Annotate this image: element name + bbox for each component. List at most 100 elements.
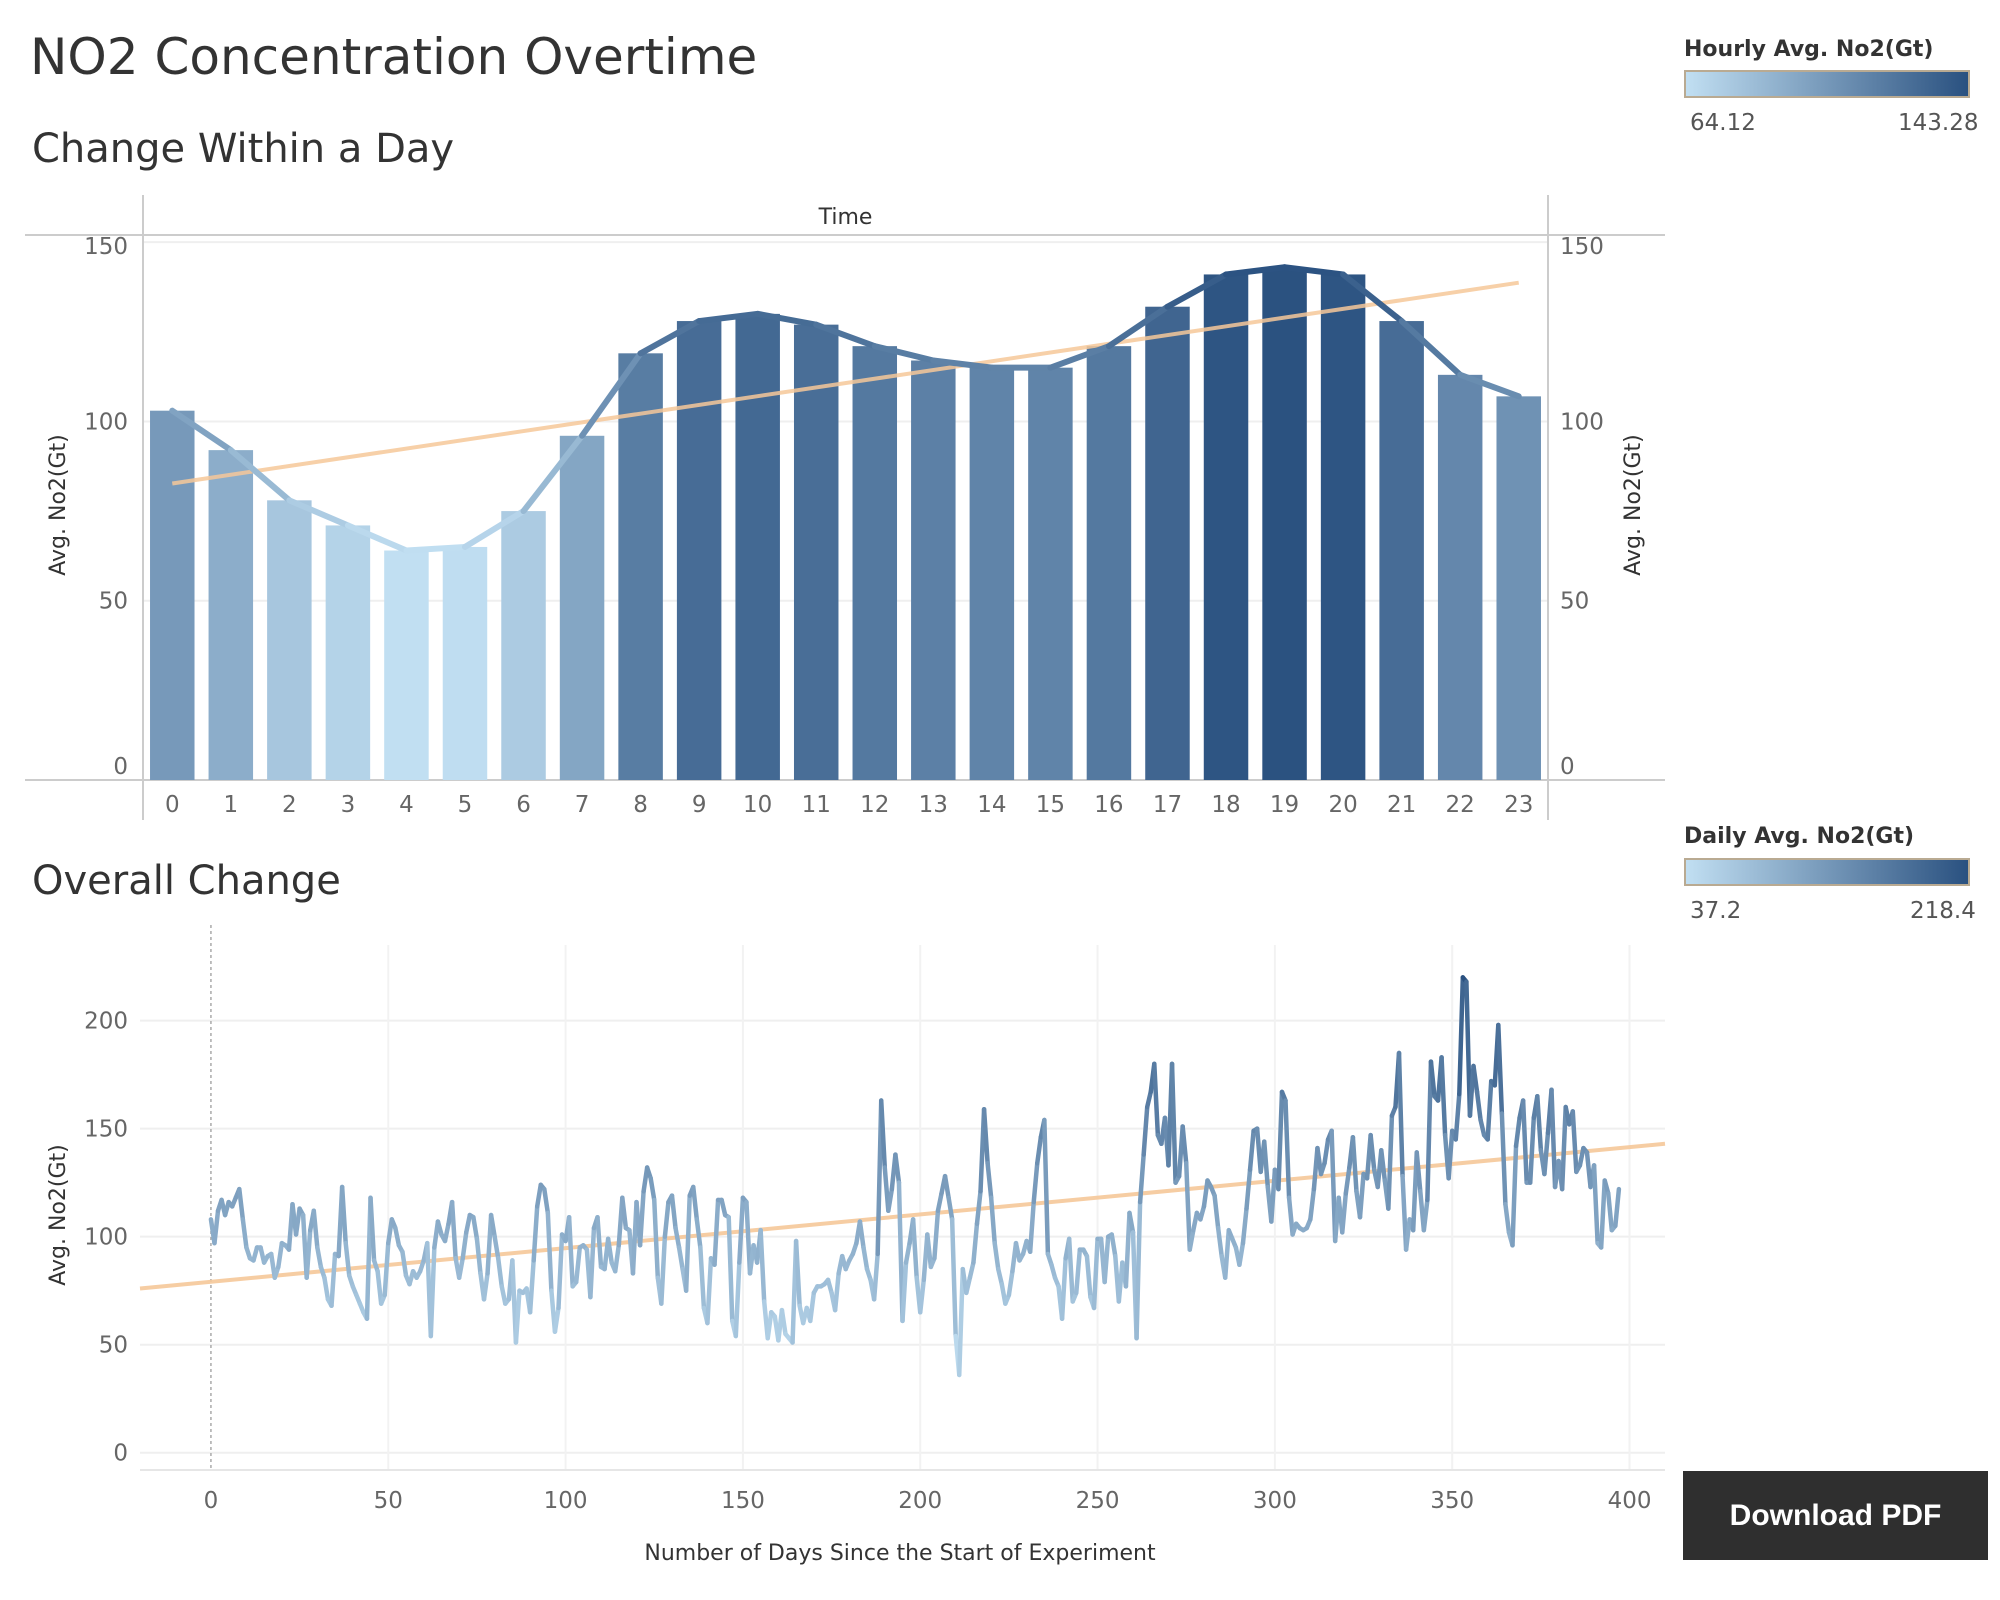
overlay-line-segment [1340, 271, 1405, 325]
series-line-segment [1035, 1135, 1044, 1166]
series-line-segment [712, 1197, 721, 1268]
series-line-segment [1428, 1059, 1437, 1099]
series-line-segment [545, 1210, 554, 1293]
series-line-segment [956, 1266, 966, 1378]
x-tick-label: 50 [374, 1488, 403, 1514]
overlay-line-segment [461, 508, 527, 550]
series-line-segment [428, 1245, 437, 1339]
series-line-segment [329, 1251, 338, 1309]
bar-hour-21 [1379, 321, 1424, 780]
x-tick-label: 16 [1094, 792, 1123, 818]
series-line-segment [460, 1230, 469, 1261]
series-line-segment [1577, 1145, 1586, 1168]
x-tick-label: 15 [1036, 792, 1065, 818]
series-line-segment [1350, 1135, 1359, 1194]
hourly-color-legend [1684, 70, 1970, 98]
series-line-segment [566, 1214, 575, 1289]
x-tick-label: 22 [1446, 792, 1475, 818]
x-tick-label: 300 [1253, 1488, 1297, 1514]
daily-legend-min: 37.2 [1690, 898, 1742, 924]
series-line-segment [620, 1195, 629, 1231]
series-line-segment [1247, 1128, 1256, 1172]
series-line-segment [1123, 1210, 1132, 1289]
series-line-segment [942, 1173, 951, 1201]
series-line-segment [534, 1182, 544, 1209]
series-line-segment [552, 1305, 561, 1334]
series-line-segment [1144, 1089, 1154, 1110]
series-line-segment [492, 1234, 501, 1261]
series-line-segment [488, 1212, 497, 1239]
series-line-segment [1499, 1111, 1508, 1207]
download-pdf-button[interactable]: Download PDF [1683, 1471, 1988, 1560]
series-line-segment [1042, 1117, 1051, 1257]
series-line-segment [1396, 1050, 1405, 1179]
series-line-segment [1357, 1171, 1366, 1220]
series-line-segment [949, 1217, 958, 1339]
series-line-segment [857, 1219, 866, 1250]
series-line-segment [964, 1275, 973, 1296]
bar-hour-1 [208, 450, 254, 780]
y-tick-label: 150 [84, 1117, 128, 1143]
series-line-segment [531, 1204, 540, 1263]
overlay-line-segment [286, 497, 351, 529]
x-tick-label: 21 [1387, 792, 1416, 818]
bar-hour-10 [735, 313, 780, 780]
series-line-segment [1134, 1199, 1143, 1341]
series-line-segment [393, 1225, 402, 1248]
series-line-segment [981, 1106, 990, 1166]
series-line-segment [588, 1225, 597, 1300]
series-line-segment [1027, 1199, 1036, 1255]
series-line-segment [495, 1256, 504, 1289]
series-line-segment [779, 1307, 788, 1337]
bar-hour-23 [1496, 396, 1541, 780]
x-tick-label: 18 [1211, 792, 1240, 818]
x-tick-label: 23 [1504, 792, 1533, 818]
series-line-segment [737, 1195, 746, 1265]
series-line-segment [1549, 1087, 1558, 1190]
bar-hour-12 [852, 346, 898, 780]
series-line-segment [1006, 1268, 1015, 1298]
series-line-segment [1446, 1128, 1455, 1181]
overlay-line-segment [813, 321, 878, 350]
x-tick-label: 19 [1270, 792, 1299, 818]
daily-color-legend [1684, 858, 1970, 886]
series-line-segment [276, 1240, 285, 1270]
series-line-segment [1485, 1078, 1494, 1142]
series-line-segment [1244, 1167, 1253, 1211]
bar-hour-17 [1145, 306, 1190, 780]
series-line-segment [1276, 1089, 1285, 1192]
hourly-chart-title: Change Within a Day [32, 126, 455, 172]
series-line-segment [886, 1186, 895, 1213]
overlay-line-segment [579, 350, 644, 439]
series-line-segment [683, 1193, 692, 1293]
trend-line [139, 1141, 1666, 1291]
bar-hour-6 [501, 511, 546, 780]
overlay-line-segment [637, 318, 703, 357]
series-line-segment [304, 1227, 313, 1280]
y-tick-left: 0 [113, 754, 128, 780]
bar-hour-22 [1437, 374, 1483, 780]
series-line-segment [992, 1240, 1001, 1272]
x-tick-label: 17 [1153, 792, 1182, 818]
series-line-segment [910, 1217, 919, 1280]
x-tick-label: 200 [898, 1488, 942, 1514]
x-axis-title: Number of Days Since the Start of Experi… [644, 1541, 1156, 1566]
series-line-segment [1606, 1191, 1615, 1233]
series-line-segment [1183, 1160, 1193, 1252]
series-line-segment [464, 1212, 473, 1235]
series-line-segment [442, 1221, 451, 1244]
series-line-segment [1570, 1109, 1579, 1175]
y-tick-left: 100 [84, 409, 128, 435]
overlay-line-segment [1281, 264, 1347, 278]
series-line-segment [1109, 1232, 1118, 1259]
series-line-segment [311, 1208, 320, 1250]
x-tick-label: 7 [575, 792, 590, 818]
series-line-segment [1102, 1234, 1111, 1285]
series-line-segment [322, 1275, 331, 1302]
series-line-segment [1084, 1253, 1093, 1300]
bar-hour-13 [911, 360, 956, 780]
series-line-segment [861, 1245, 870, 1272]
series-line-segment [1322, 1137, 1331, 1166]
series-line-segment [651, 1197, 661, 1280]
